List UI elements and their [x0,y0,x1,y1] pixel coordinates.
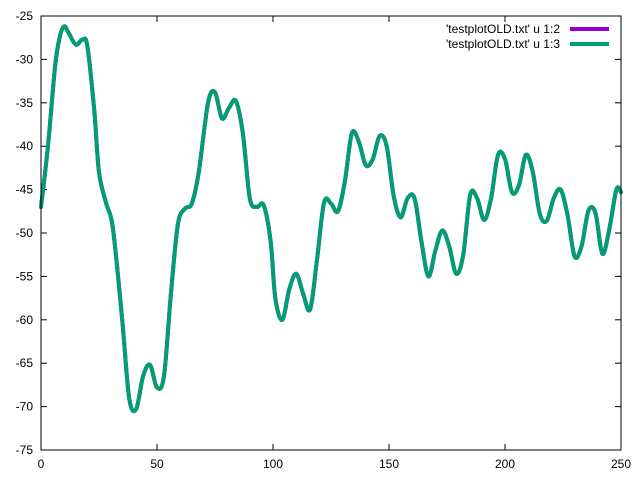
x-tick-label: 200 [495,457,515,471]
y-tick-label: -30 [16,52,34,66]
y-tick-label: -55 [16,269,34,283]
legend: 'testplotOLD.txt' u 1:2'testplotOLD.txt'… [446,22,609,51]
x-tick-label: 250 [611,457,631,471]
x-tick-label: 0 [38,457,45,471]
y-tick-label: -40 [16,139,34,153]
y-tick-label: -65 [16,356,34,370]
legend-label-2: 'testplotOLD.txt' u 1:3 [446,37,560,51]
y-tick-label: -75 [16,443,34,457]
x-tick-label: 50 [150,457,164,471]
plot-frame [40,15,622,451]
y-tick-label: -70 [16,400,34,414]
y-tick-label: -60 [16,313,34,327]
y-tick-label: -45 [16,183,34,197]
x-tick-label: 150 [379,457,399,471]
y-tick-label: -35 [16,96,34,110]
legend-label-1: 'testplotOLD.txt' u 1:2 [446,22,560,36]
y-tick-label: -25 [16,9,34,23]
series-line-2 [39,24,623,414]
series-layer [39,24,623,414]
y-tick-label: -50 [16,226,34,240]
x-tick-label: 100 [263,457,283,471]
axis-layer: -75 -70 -65 -60 -55 -50 -45 -40 -35 -30 -25 0 50 100 1… [16,9,632,471]
series-line-1 [39,24,623,414]
